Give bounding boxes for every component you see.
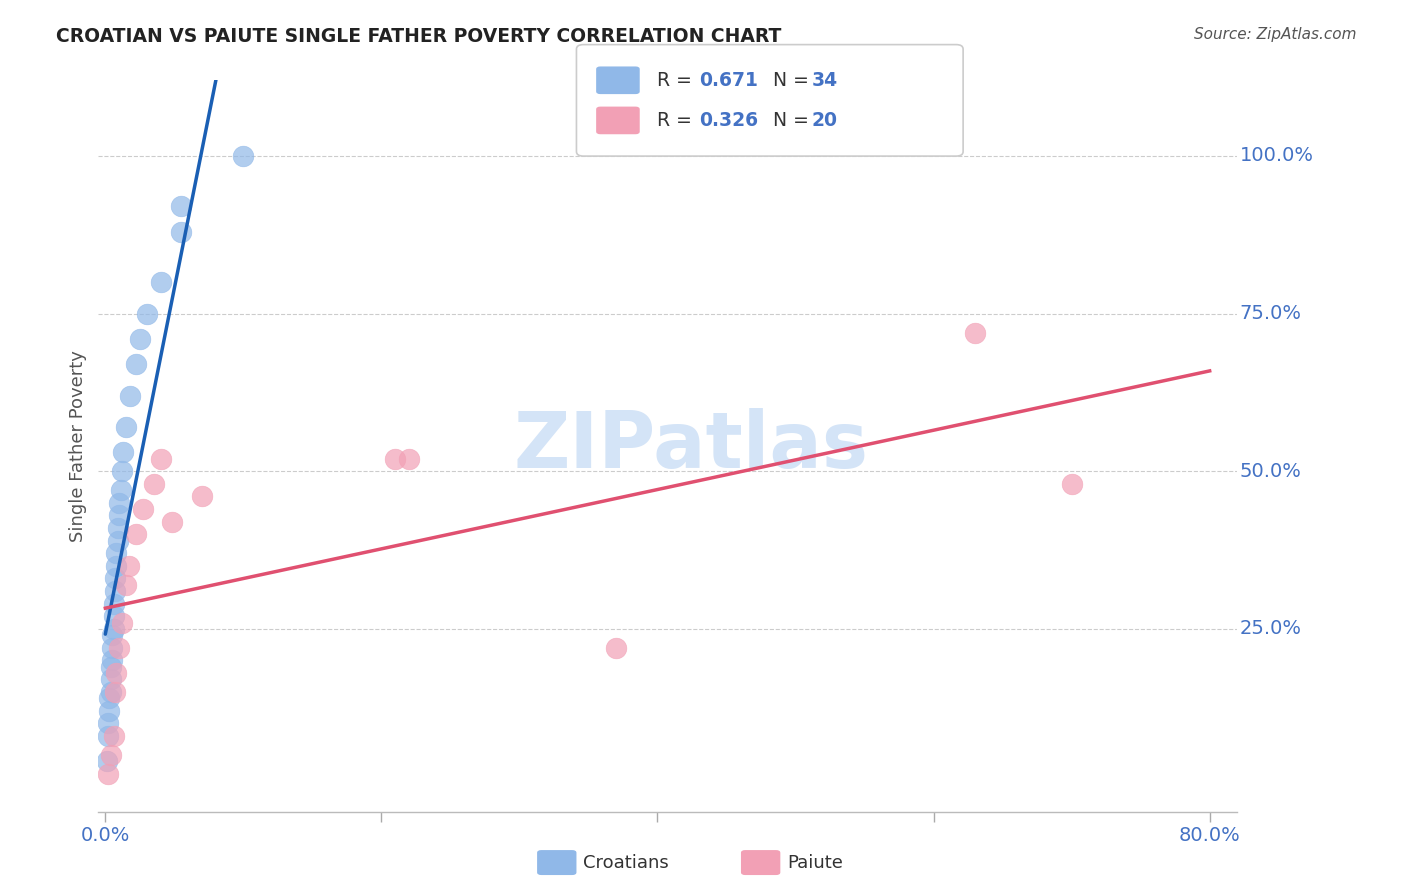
Y-axis label: Single Father Poverty: Single Father Poverty xyxy=(69,350,87,542)
Point xyxy=(112,445,135,459)
Point xyxy=(149,275,172,289)
Text: N =: N = xyxy=(773,111,815,130)
Text: CROATIAN VS PAIUTE SINGLE FATHER POVERTY CORRELATION CHART: CROATIAN VS PAIUTE SINGLE FATHER POVERTY… xyxy=(56,27,782,45)
Point xyxy=(103,622,125,636)
Point xyxy=(108,496,131,510)
Point xyxy=(104,571,127,585)
Point xyxy=(105,546,128,560)
Point xyxy=(384,451,406,466)
Point xyxy=(104,685,127,699)
Point xyxy=(98,691,121,706)
Point xyxy=(103,597,125,611)
Point xyxy=(232,149,254,163)
Point xyxy=(104,584,127,599)
Point xyxy=(105,665,128,680)
Point xyxy=(120,388,142,402)
Point xyxy=(107,521,129,535)
Point xyxy=(605,640,627,655)
Text: R =: R = xyxy=(657,111,697,130)
Point xyxy=(100,747,122,762)
Text: 20: 20 xyxy=(811,111,837,130)
Point xyxy=(160,515,183,529)
Point xyxy=(103,609,125,624)
Point xyxy=(131,502,153,516)
Point xyxy=(110,483,132,497)
Point xyxy=(963,326,986,340)
Text: Paiute: Paiute xyxy=(787,854,844,871)
Point xyxy=(98,704,121,718)
Point xyxy=(170,199,193,213)
Point xyxy=(101,653,124,667)
Text: 100.0%: 100.0% xyxy=(1240,146,1313,165)
Text: N =: N = xyxy=(773,70,815,90)
Point xyxy=(105,558,128,573)
Point xyxy=(1060,476,1083,491)
Point xyxy=(135,307,157,321)
Text: 0.671: 0.671 xyxy=(699,70,758,90)
Point xyxy=(118,558,141,573)
Point xyxy=(398,451,420,466)
Point xyxy=(103,729,125,743)
Text: Source: ZipAtlas.com: Source: ZipAtlas.com xyxy=(1194,27,1357,42)
Point xyxy=(107,533,129,548)
Point xyxy=(97,729,120,743)
Text: ZIPatlas: ZIPatlas xyxy=(513,408,868,484)
Point xyxy=(100,659,122,673)
Point xyxy=(115,420,138,434)
Point xyxy=(101,640,124,655)
Point xyxy=(100,673,122,687)
Point xyxy=(149,451,172,466)
Text: 34: 34 xyxy=(811,70,838,90)
Text: 0.326: 0.326 xyxy=(699,111,758,130)
Point xyxy=(111,464,134,478)
Point xyxy=(97,767,120,781)
Point xyxy=(96,754,118,768)
Text: 75.0%: 75.0% xyxy=(1240,304,1302,323)
Point xyxy=(125,357,148,371)
Point xyxy=(97,716,120,731)
Point xyxy=(108,640,131,655)
Point xyxy=(115,578,138,592)
Point xyxy=(101,628,124,642)
Text: R =: R = xyxy=(657,70,697,90)
Point xyxy=(125,527,148,541)
Point xyxy=(100,685,122,699)
Text: 25.0%: 25.0% xyxy=(1240,619,1302,639)
Point xyxy=(142,476,165,491)
Point xyxy=(108,508,131,523)
Text: Croatians: Croatians xyxy=(583,854,669,871)
Point xyxy=(191,490,214,504)
Point xyxy=(170,225,193,239)
Point xyxy=(111,615,134,630)
Text: 50.0%: 50.0% xyxy=(1240,462,1302,481)
Point xyxy=(128,332,150,346)
